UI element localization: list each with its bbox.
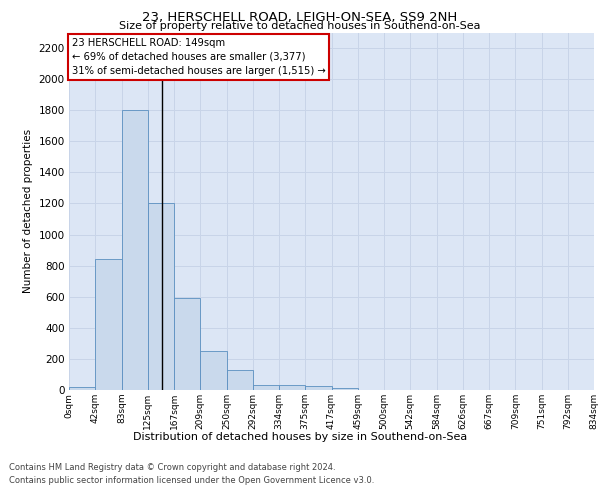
- Y-axis label: Number of detached properties: Number of detached properties: [23, 129, 33, 294]
- Text: Distribution of detached houses by size in Southend-on-Sea: Distribution of detached houses by size …: [133, 432, 467, 442]
- Text: Contains HM Land Registry data © Crown copyright and database right 2024.: Contains HM Land Registry data © Crown c…: [9, 464, 335, 472]
- Bar: [69, 387, 95, 390]
- Bar: [174, 298, 200, 390]
- Text: 23, HERSCHELL ROAD, LEIGH-ON-SEA, SS9 2NH: 23, HERSCHELL ROAD, LEIGH-ON-SEA, SS9 2N…: [142, 11, 458, 24]
- Bar: [332, 388, 358, 390]
- Text: Size of property relative to detached houses in Southend-on-Sea: Size of property relative to detached ho…: [119, 21, 481, 31]
- Bar: [279, 384, 305, 390]
- Bar: [305, 386, 331, 390]
- Bar: [227, 370, 253, 390]
- Bar: [148, 204, 174, 390]
- Bar: [121, 110, 148, 390]
- Text: 23 HERSCHELL ROAD: 149sqm
← 69% of detached houses are smaller (3,377)
31% of se: 23 HERSCHELL ROAD: 149sqm ← 69% of detac…: [71, 38, 325, 76]
- Bar: [95, 258, 121, 390]
- Bar: [200, 351, 227, 390]
- Bar: [253, 384, 279, 390]
- Text: Contains public sector information licensed under the Open Government Licence v3: Contains public sector information licen…: [9, 476, 374, 485]
